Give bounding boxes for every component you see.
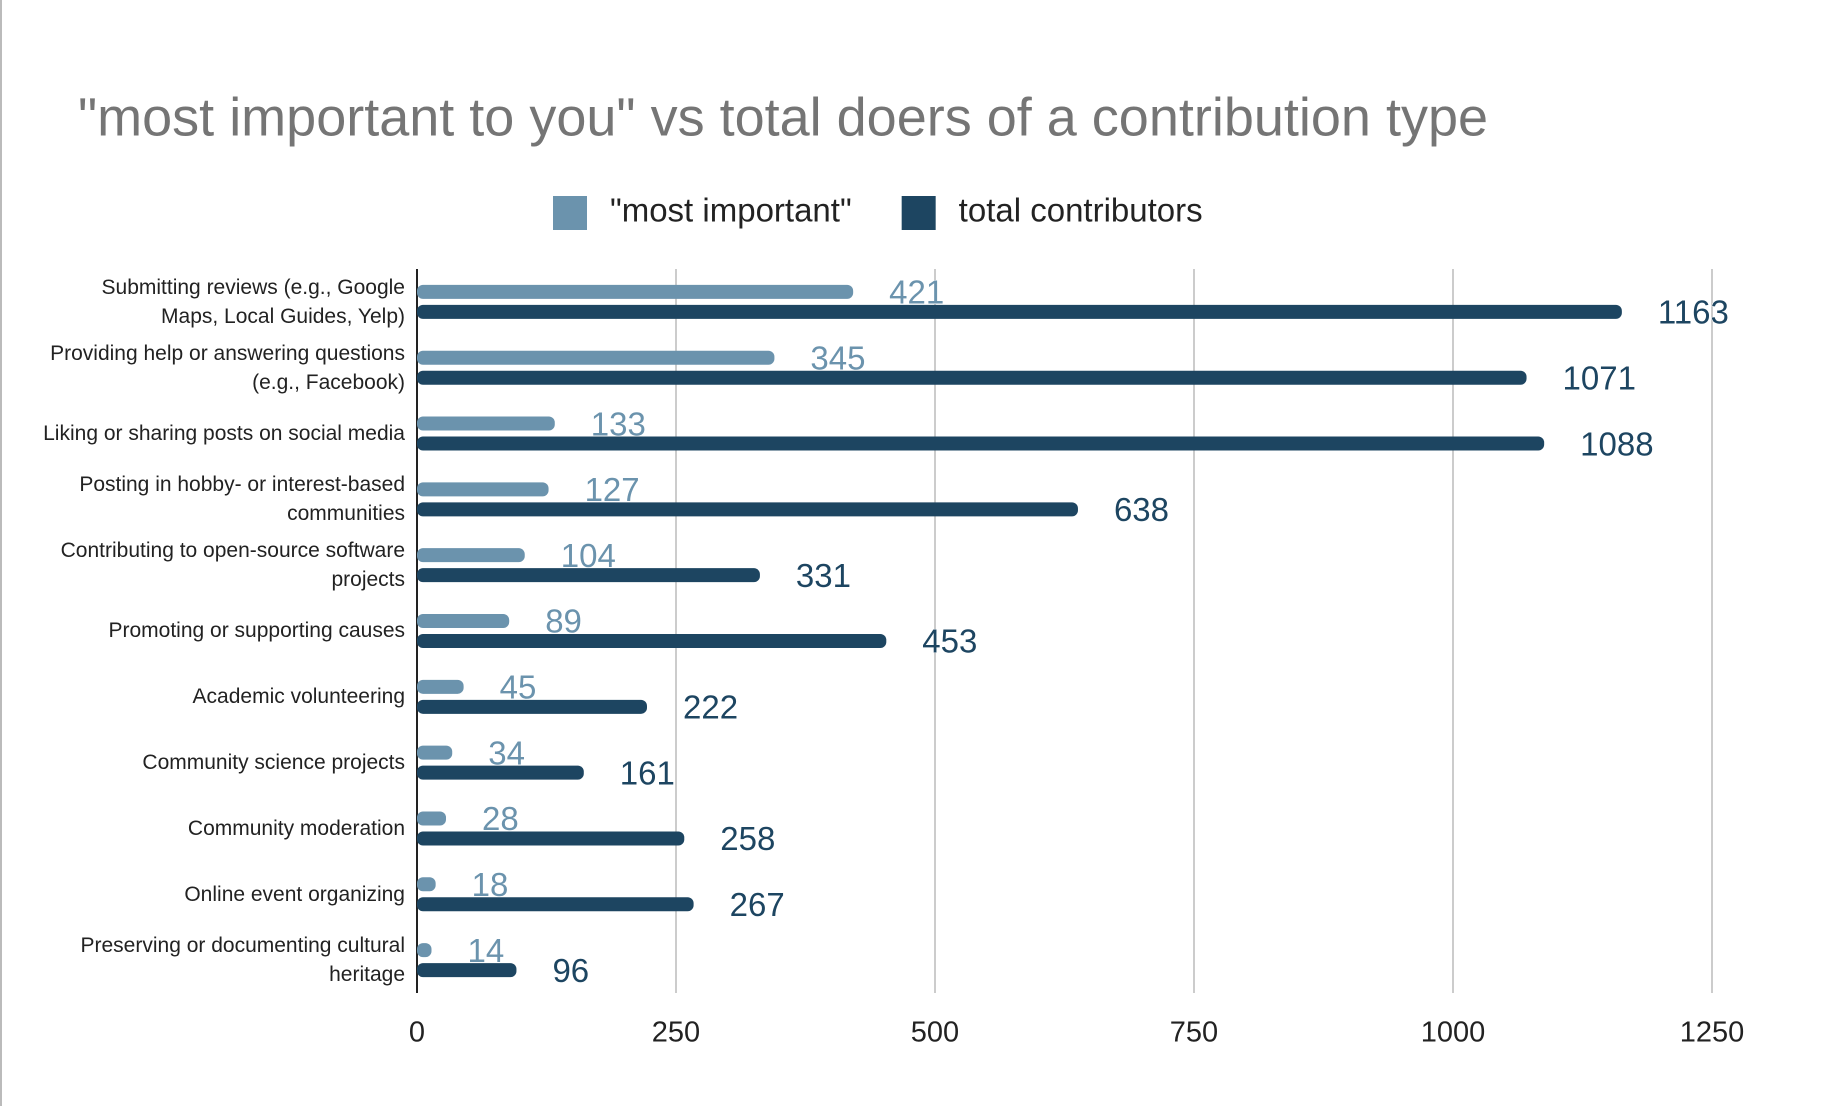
category-label-box: Promoting or supporting causes — [108, 619, 406, 643]
bar — [417, 699, 647, 714]
category-label-box: Online event organizing — [184, 882, 405, 906]
x-tick-label: 500 — [911, 1017, 959, 1049]
category-label-box: Preserving or documenting cultural herit… — [80, 934, 406, 987]
y-tick-label: Online event organizing — [184, 882, 405, 906]
bar — [417, 877, 436, 892]
bar — [417, 614, 510, 628]
bar — [417, 679, 464, 694]
value-label: 1163 — [1658, 294, 1729, 331]
bar — [417, 482, 549, 497]
bar — [417, 350, 775, 365]
value-label: 104 — [561, 537, 616, 574]
bar — [417, 811, 447, 826]
value-label: 96 — [552, 952, 589, 989]
y-tick-label: Promoting or supporting causes — [108, 619, 406, 643]
bar — [417, 548, 525, 563]
value-label: 267 — [730, 886, 785, 923]
value-label: 28 — [482, 800, 519, 837]
bar — [417, 436, 1545, 451]
category-label-box: Contributing to open-source software pro… — [60, 539, 405, 592]
bar — [417, 370, 1527, 385]
y-tick-label: Community science projects — [142, 751, 405, 775]
category-label-box: Posting in hobby- or interest-based comm… — [79, 473, 405, 526]
bar — [417, 502, 1078, 517]
bar — [417, 568, 760, 583]
y-tick-label: Liking or sharing posts on social media — [43, 422, 405, 446]
category-label-box: Community moderation — [187, 816, 405, 840]
value-label: 127 — [585, 471, 640, 508]
value-label: 258 — [720, 820, 775, 857]
category-label-box: Submitting reviews (e.g., Google Maps, L… — [101, 275, 405, 328]
value-label: 34 — [488, 734, 525, 771]
bar — [417, 745, 453, 760]
value-label: 331 — [796, 557, 851, 594]
value-label: 45 — [500, 669, 537, 706]
y-tick-label: Community moderation — [187, 816, 405, 840]
x-tick-label: 1250 — [1680, 1017, 1745, 1049]
legend-label: total contributors — [959, 192, 1203, 229]
bar — [417, 765, 584, 780]
y-tick-label: Preserving or documenting cultural herit… — [80, 934, 406, 987]
bar — [417, 284, 854, 299]
y-tick-label: Providing help or answering questions (e… — [50, 341, 405, 394]
value-label: 222 — [683, 689, 738, 726]
value-label: 345 — [810, 339, 865, 376]
bar — [417, 897, 694, 912]
bar — [417, 416, 555, 431]
value-label: 453 — [922, 623, 977, 660]
y-tick-label: Academic volunteering — [192, 685, 405, 709]
value-label: 14 — [468, 932, 505, 969]
value-label: 421 — [889, 274, 944, 311]
legend-swatch — [901, 196, 936, 230]
legend-swatch — [553, 196, 587, 230]
y-tick-label: Contributing to open-source software pro… — [60, 539, 405, 592]
value-label: 133 — [591, 405, 646, 442]
category-label-box: Academic volunteering — [192, 685, 405, 709]
category-label-box: Providing help or answering questions (e… — [50, 341, 405, 394]
category-label-box: Liking or sharing posts on social media — [43, 422, 405, 446]
category-label-box: Community science projects — [142, 751, 405, 775]
y-tick-label: Submitting reviews (e.g., Google Maps, L… — [101, 275, 405, 328]
x-tick-label: 250 — [652, 1017, 700, 1049]
bar — [417, 963, 517, 978]
chart-title: "most important to you" vs total doers o… — [78, 87, 1488, 147]
value-label: 18 — [472, 866, 509, 903]
bar — [417, 831, 685, 846]
legend-label: "most important" — [610, 192, 852, 229]
value-label: 161 — [620, 754, 675, 791]
value-label: 89 — [545, 603, 582, 640]
x-tick-label: 0 — [409, 1017, 425, 1049]
y-tick-label: Posting in hobby- or interest-based comm… — [79, 473, 405, 526]
value-label: 1088 — [1580, 425, 1653, 462]
x-tick-label: 1000 — [1421, 1017, 1486, 1049]
bar — [417, 634, 887, 648]
x-tick-label: 750 — [1170, 1017, 1218, 1049]
value-label: 638 — [1114, 491, 1169, 528]
value-label: 1071 — [1563, 359, 1636, 396]
bar — [417, 304, 1622, 319]
bar — [417, 943, 432, 958]
